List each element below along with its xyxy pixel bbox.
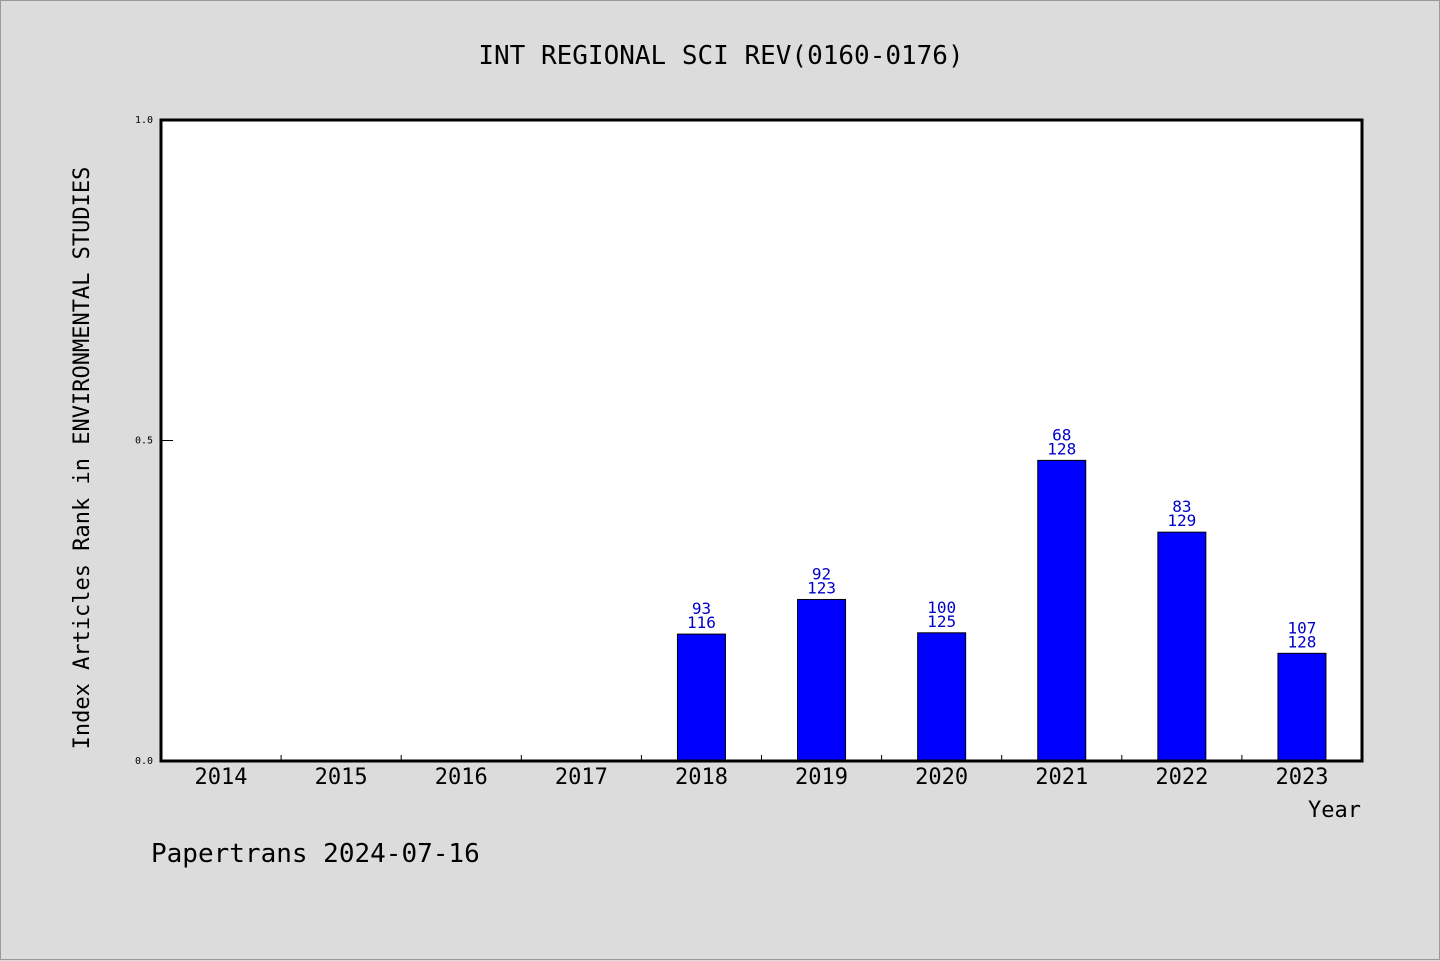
- bar-2021: [1037, 459, 1087, 762]
- data-label-total-2019: 123: [807, 578, 836, 597]
- y-axis: 0.0 0.5 1.0: [135, 115, 173, 767]
- x-tick-label-2022: 2022: [1155, 765, 1208, 790]
- x-tick-label-2023: 2023: [1275, 765, 1328, 790]
- data-label-rank-2020: 100: [927, 598, 956, 617]
- y-tick-label-0.5: 0.5: [135, 436, 153, 447]
- data-label-total-2018: 116: [687, 613, 716, 632]
- data-label-rank-2021: 68: [1052, 425, 1071, 444]
- x-axis-label: Year: [1308, 798, 1361, 823]
- y-tick-label-0.0: 0.0: [135, 756, 153, 767]
- x-tick-label-2016: 2016: [435, 765, 488, 790]
- bars-layer: [676, 459, 1327, 762]
- data-label-total-2022: 129: [1167, 511, 1196, 530]
- bar-2018: [676, 633, 726, 762]
- x-tick-label-2020: 2020: [915, 765, 968, 790]
- data-label-total-2023: 128: [1287, 632, 1316, 651]
- data-label-rank-2019: 92: [812, 564, 831, 583]
- x-tick-label-2014: 2014: [195, 765, 248, 790]
- x-tick-label-2015: 2015: [315, 765, 368, 790]
- data-label-rank-2022: 83: [1172, 497, 1191, 516]
- x-tick-label-2017: 2017: [555, 765, 608, 790]
- x-tick-label-2021: 2021: [1035, 765, 1088, 790]
- chart-title: INT REGIONAL SCI REV(0160-0176): [478, 41, 963, 71]
- x-axis: 2014 2015 2016 2017 2018 2019 2020 2021 2022 2023: [195, 755, 1328, 790]
- y-tick-label-1.0: 1.0: [135, 115, 153, 126]
- y-axis-label: Index Articles Rank in ENVIRONMENTAL STU…: [70, 167, 95, 750]
- footer-source-date: Papertrans 2024-07-16: [151, 839, 480, 869]
- x-tick-label-2018: 2018: [675, 765, 728, 790]
- bar-2022: [1157, 531, 1207, 762]
- data-label-total-2021: 128: [1047, 439, 1076, 458]
- bar-2023: [1277, 652, 1327, 762]
- data-label-total-2020: 125: [927, 612, 956, 631]
- bar-2020: [917, 632, 967, 762]
- x-tick-label-2019: 2019: [795, 765, 848, 790]
- bar-2019: [797, 598, 847, 762]
- data-label-rank-2023: 107: [1287, 618, 1316, 637]
- data-label-rank-2018: 93: [692, 599, 711, 618]
